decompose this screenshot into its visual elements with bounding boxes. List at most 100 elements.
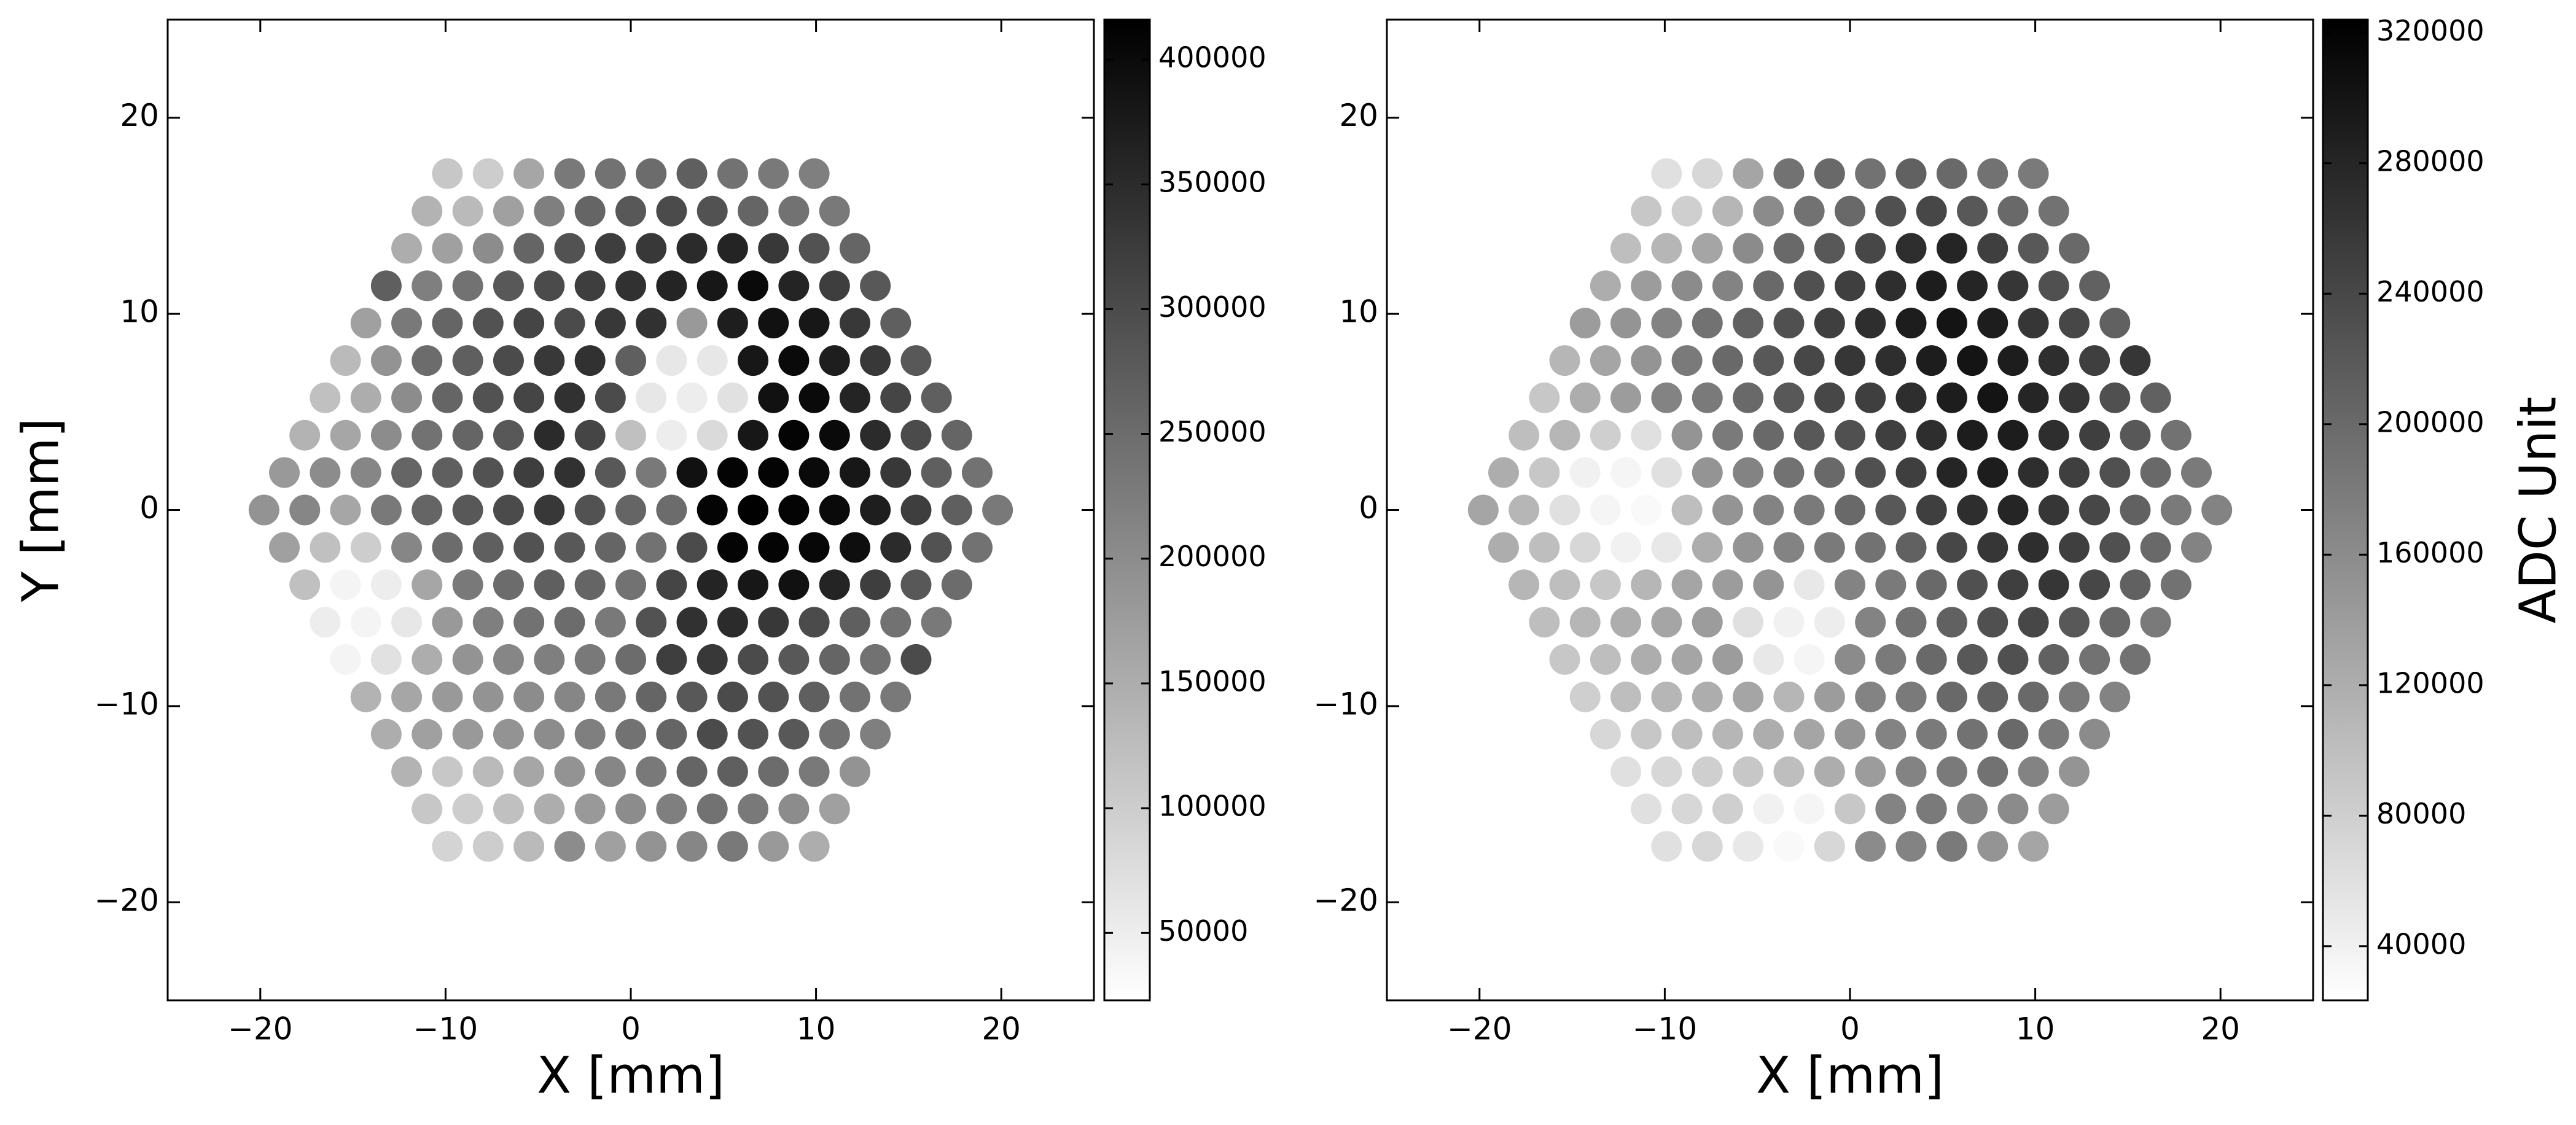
detector-pixel xyxy=(1671,419,1703,451)
detector-pixel xyxy=(574,569,606,601)
detector-pixel xyxy=(2038,195,2069,227)
detector-pixel xyxy=(1590,569,1621,601)
detector-pixel xyxy=(1549,345,1580,376)
detector-pixel xyxy=(1488,457,1520,488)
detector-pixel xyxy=(2018,233,2049,264)
detector-pixel xyxy=(1835,345,1865,376)
detector-pixel xyxy=(2018,382,2049,413)
detector-pixel xyxy=(2018,756,2049,787)
detector-pixel xyxy=(615,494,646,526)
detector-pixel xyxy=(513,607,545,638)
detector-pixel xyxy=(656,270,687,302)
detector-pixel xyxy=(615,644,646,675)
detector-pixel xyxy=(493,569,524,601)
detector-pixel xyxy=(1916,494,1947,526)
detector-pixel xyxy=(1997,494,2029,526)
detector-pixel xyxy=(1855,831,1886,862)
detector-pixel xyxy=(1467,494,1499,526)
detector-pixel xyxy=(758,532,789,563)
detector-pixel xyxy=(1671,569,1703,601)
detector-pixel xyxy=(595,382,626,413)
detector-pixel xyxy=(534,270,565,302)
detector-pixel xyxy=(1733,831,1764,862)
detector-pixel xyxy=(1835,494,1865,526)
detector-pixel xyxy=(1712,270,1743,302)
detector-pixel xyxy=(921,382,952,413)
detector-pixel xyxy=(1977,607,2008,638)
detector-pixel xyxy=(1671,718,1703,750)
colorbar xyxy=(1103,18,1151,1002)
detector-pixel xyxy=(391,681,423,712)
detector-pixel xyxy=(534,644,565,675)
detector-pixel xyxy=(1835,270,1865,302)
detector-pixel xyxy=(350,382,381,413)
detector-pixel xyxy=(1916,195,1947,227)
detector-pixel xyxy=(636,532,667,563)
detector-pixel xyxy=(2079,718,2110,750)
detector-pixel xyxy=(798,233,830,264)
detector-pixel xyxy=(350,532,381,563)
detector-pixel xyxy=(595,457,626,488)
detector-pixel xyxy=(472,308,504,339)
detector-pixel xyxy=(2038,270,2069,302)
detector-pixel xyxy=(615,270,646,302)
detector-pixel xyxy=(1671,494,1703,526)
detector-pixel xyxy=(2058,756,2090,787)
detector-pixel xyxy=(2079,419,2110,451)
detector-pixel xyxy=(636,382,667,413)
detector-pixel xyxy=(900,419,932,451)
detector-pixel xyxy=(1712,718,1743,750)
colorbar-tick-label: 120000 xyxy=(2376,666,2484,699)
detector-pixel xyxy=(656,644,687,675)
detector-pixel xyxy=(310,382,341,413)
detector-pixel xyxy=(1814,308,1845,339)
x-tick-label: −10 xyxy=(413,1011,478,1047)
detector-pixel xyxy=(269,532,300,563)
x-tick-label: 20 xyxy=(2201,1011,2240,1047)
detector-pixel xyxy=(778,644,810,675)
detector-pixel xyxy=(574,793,606,825)
detector-pixel xyxy=(574,644,606,675)
detector-pixel xyxy=(513,158,545,189)
detector-pixel xyxy=(554,607,585,638)
detector-pixel xyxy=(819,419,850,451)
colorbar-tick-label: 350000 xyxy=(1158,166,1267,199)
x-tick-label: 10 xyxy=(2016,1011,2055,1047)
detector-pixel xyxy=(798,308,830,339)
detector-pixel xyxy=(452,644,483,675)
detector-pixel xyxy=(697,644,728,675)
detector-pixel xyxy=(1875,345,1907,376)
detector-pixel xyxy=(412,345,443,376)
detector-pixel xyxy=(738,718,769,750)
detector-pixel xyxy=(1671,644,1703,675)
detector-pixel xyxy=(1997,419,2029,451)
detector-pixel xyxy=(330,419,361,451)
detector-pixel xyxy=(1692,756,1723,787)
detector-pixel xyxy=(1712,569,1743,601)
detector-pixel xyxy=(819,195,850,227)
detector-pixel xyxy=(554,457,585,488)
detector-pixel xyxy=(656,569,687,601)
detector-pixel xyxy=(1651,382,1682,413)
detector-pixel xyxy=(1895,831,1927,862)
detector-pixel xyxy=(819,644,850,675)
detector-pixel xyxy=(1997,195,2029,227)
detector-pixel xyxy=(1733,158,1764,189)
detector-pixel xyxy=(1916,793,1947,825)
detector-pixel xyxy=(2058,233,2090,264)
detector-pixel xyxy=(941,419,972,451)
detector-pixel xyxy=(1957,718,1988,750)
colorbar-tick-label: 40000 xyxy=(2376,927,2466,960)
detector-pixel xyxy=(1855,233,1886,264)
detector-pixel xyxy=(1895,382,1927,413)
detector-pixel xyxy=(676,158,708,189)
detector-pixel xyxy=(1651,158,1682,189)
detector-pixel xyxy=(1671,793,1703,825)
detector-pixel xyxy=(1712,793,1743,825)
detector-pixel xyxy=(370,644,402,675)
detector-pixel xyxy=(554,382,585,413)
detector-pixel xyxy=(370,345,402,376)
detector-pixel xyxy=(1895,681,1927,712)
detector-pixel xyxy=(574,494,606,526)
detector-pixel xyxy=(1814,457,1845,488)
